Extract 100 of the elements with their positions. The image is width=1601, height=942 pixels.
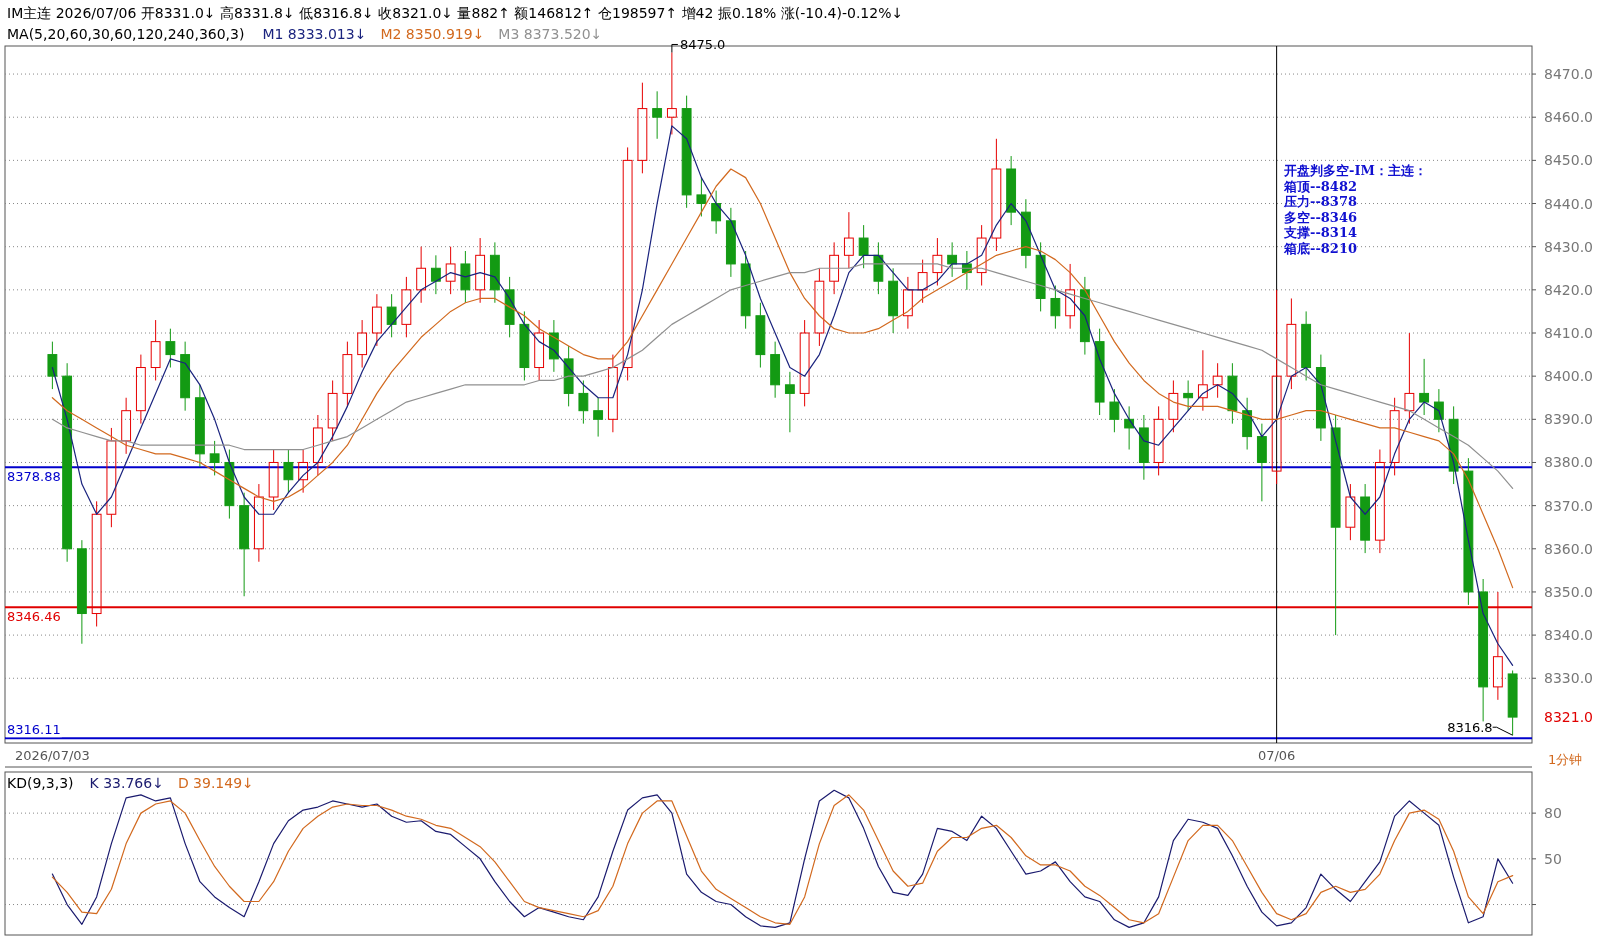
candlestick <box>1360 483 1371 554</box>
annotation: 支撑--8314 <box>1283 225 1357 240</box>
text: M3 8373.520↓ <box>498 26 603 42</box>
text: 8321.0 <box>1544 709 1593 726</box>
candlestick <box>725 207 736 278</box>
candlestick <box>135 354 146 425</box>
y-tick-label: 8440.0 <box>1544 195 1593 212</box>
candlestick <box>150 319 161 381</box>
annotation: 压力--8378 <box>1283 194 1357 209</box>
candlestick <box>711 190 722 235</box>
chart-subtitle: MA(5,20,60,30,60,120,240,360,3) <box>7 26 245 42</box>
candlestick <box>770 341 781 399</box>
y-tick-label: 50 <box>1544 850 1562 867</box>
candlestick <box>1463 457 1474 606</box>
annotation: 8475.0 <box>679 37 726 53</box>
y-tick-label: 8470.0 <box>1544 66 1593 83</box>
y-tick-label: 8390.0 <box>1544 411 1593 428</box>
candlestick <box>1124 405 1135 451</box>
y-tick-label: 8360.0 <box>1544 540 1593 557</box>
candlestick <box>1183 379 1194 412</box>
ref-line-label: 8316.11 <box>7 722 61 738</box>
candlestick <box>194 384 205 468</box>
y-tick-label: 8340.0 <box>1544 627 1593 644</box>
text: M1 8333.013↓ <box>262 26 367 42</box>
candlestick <box>1227 362 1238 425</box>
candlestick <box>460 250 471 304</box>
y-tick-label: 8460.0 <box>1544 109 1593 126</box>
candlestick <box>47 341 58 390</box>
candlestick <box>1020 198 1031 269</box>
candlestick <box>1065 263 1076 330</box>
candlestick <box>386 293 397 338</box>
candlestick <box>1301 310 1312 381</box>
candlestick <box>489 241 500 304</box>
candlestick <box>298 449 309 494</box>
candlestick <box>666 51 677 135</box>
candlestick <box>1507 669 1518 736</box>
candlestick <box>755 302 766 369</box>
candlestick <box>357 319 368 369</box>
chart-title: KD(9,3,3) <box>7 775 74 791</box>
candlestick <box>947 241 958 278</box>
candlestick <box>430 254 441 295</box>
annotation: 箱顶--8482 <box>1283 178 1357 194</box>
candlestick <box>1138 414 1149 481</box>
candlestick <box>1478 578 1489 722</box>
candlestick <box>622 146 633 381</box>
candlestick <box>1256 423 1267 502</box>
candlestick <box>283 449 294 494</box>
candlestick <box>607 354 618 433</box>
candlestick <box>1374 449 1385 554</box>
candlestick <box>76 539 87 645</box>
candlestick <box>312 414 323 476</box>
candlestick <box>1271 289 1282 485</box>
candlestick <box>888 267 899 334</box>
candlestick <box>371 293 382 347</box>
candlestick <box>239 492 250 597</box>
y-tick-label: 8450.0 <box>1544 152 1593 169</box>
candlestick <box>1094 328 1105 416</box>
candlestick <box>1197 349 1208 412</box>
y-tick-label: 80 <box>1544 805 1562 822</box>
candlestick <box>799 319 810 407</box>
x-tick-label: 07/06 <box>1257 748 1296 763</box>
candlestick <box>534 319 545 381</box>
candlestick <box>784 371 795 433</box>
candlestick <box>976 224 987 287</box>
annotation: 8316.8 <box>1447 720 1493 736</box>
text: M2 8350.919↓ <box>380 26 485 42</box>
ref-line-label: 8346.46 <box>7 609 61 625</box>
candlestick <box>180 341 191 412</box>
candlestick <box>401 276 412 338</box>
candlestick <box>681 95 692 209</box>
annotation: 开盘判多空-IM：主连： <box>1283 163 1427 178</box>
candlestick <box>475 237 486 304</box>
candlestick <box>637 82 648 174</box>
candlestick <box>1242 397 1253 451</box>
series-label: K 33.766↓ <box>89 775 164 791</box>
candlestick <box>416 246 427 304</box>
y-tick-label: 8400.0 <box>1544 368 1593 385</box>
candlestick <box>1006 155 1017 226</box>
candlestick <box>593 397 604 438</box>
candlestick <box>1212 362 1223 399</box>
y-tick-label: 8330.0 <box>1544 670 1593 687</box>
y-tick-label: 8420.0 <box>1544 281 1593 298</box>
series-label: D 39.149↓ <box>177 775 254 791</box>
candlestick <box>652 90 663 140</box>
ref-line-label: 8378.88 <box>7 469 61 485</box>
text: 1分钟 <box>1548 752 1583 767</box>
chart-title: IM主连 2026/07/06 开8331.0↓ 高8331.8↓ 低8316.8↓ 收8321.0↓ 量882↑ 额146812↑ 仓198597↑ 增42 振0.18% 涨(-10.4)-0.12%↓ <box>7 5 904 21</box>
candlestick <box>1315 354 1326 442</box>
annotation: 多空--8346 <box>1284 209 1357 225</box>
candlestick <box>829 241 840 295</box>
y-tick-label: 8380.0 <box>1544 454 1593 471</box>
candlestick <box>843 211 854 269</box>
x-tick-label: 2026/07/03 <box>14 748 90 763</box>
candlestick <box>445 246 456 295</box>
y-tick-label: 8410.0 <box>1544 325 1593 341</box>
candlestick <box>62 362 73 563</box>
candlestick <box>814 267 825 347</box>
candlestick <box>991 138 1002 252</box>
candlestick <box>1153 405 1164 476</box>
y-tick-label: 8430.0 <box>1544 238 1593 255</box>
